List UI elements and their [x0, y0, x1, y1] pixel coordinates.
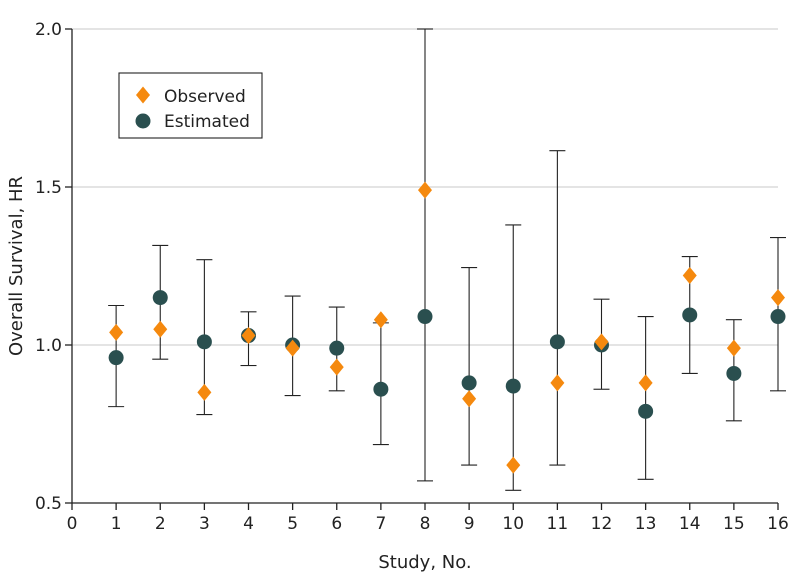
x-tick-label: 3 [199, 514, 210, 534]
observed-point [109, 323, 124, 341]
x-tick-label: 11 [547, 514, 569, 534]
x-tick-label: 8 [420, 514, 431, 534]
x-tick-label: 12 [591, 514, 613, 534]
observed-point [373, 311, 388, 329]
legend-estimated-label: Estimated [164, 112, 250, 132]
x-tick-label: 0 [67, 514, 78, 534]
marker-layer [108, 181, 786, 474]
x-tick-label: 9 [464, 514, 475, 534]
x-tick-label: 5 [287, 514, 298, 534]
estimated-point [682, 307, 698, 323]
y-tick-label: 2.0 [35, 20, 62, 40]
x-tick-label: 14 [679, 514, 701, 534]
estimated-point [152, 290, 168, 306]
estimated-point [417, 309, 433, 325]
observed-point [241, 327, 256, 345]
observed-point [638, 374, 653, 392]
observed-point [550, 374, 565, 392]
x-tick-label: 1 [111, 514, 122, 534]
observed-point [462, 390, 477, 408]
observed-point [726, 339, 741, 357]
y-tick-label: 1.5 [35, 178, 62, 198]
estimated-point [726, 365, 742, 381]
estimated-point [770, 309, 786, 325]
y-axis-title: Overall Survival, HR [6, 176, 27, 356]
observed-point [418, 181, 432, 199]
legend-observed-label: Observed [164, 87, 246, 107]
estimated-point [549, 334, 565, 350]
legend: Observed Estimated [118, 72, 263, 139]
observed-point [506, 456, 521, 474]
estimated-point [373, 381, 389, 397]
observed-point [771, 289, 785, 307]
y-tick-label: 1.0 [35, 336, 62, 356]
observed-point [594, 333, 609, 351]
x-tick-label: 16 [767, 514, 789, 534]
y-tick-label: 0.5 [35, 494, 62, 514]
x-tick-label: 7 [375, 514, 386, 534]
estimated-point [638, 403, 654, 419]
estimated-point [108, 350, 124, 366]
x-axis-title: Study, No. [378, 552, 471, 573]
observed-point [285, 339, 300, 357]
observed-point [197, 383, 212, 401]
estimated-point [461, 375, 477, 391]
x-tick-label: 2 [155, 514, 166, 534]
observed-point [682, 266, 697, 284]
x-tick-label: 6 [331, 514, 342, 534]
estimated-point [329, 340, 345, 356]
x-tick-label: 10 [502, 514, 524, 534]
estimated-point [505, 378, 521, 394]
observed-point [329, 358, 344, 376]
x-tick-label: 15 [723, 514, 745, 534]
axes-layer: 0.51.01.52.00 1 2 3 4 5 6 7 8 9 10 11 12 13 14 15 16 [35, 20, 789, 534]
x-tick-label: 13 [635, 514, 657, 534]
x-tick-label: 4 [243, 514, 254, 534]
legend-observed-marker [136, 86, 150, 104]
legend-estimated-marker [135, 113, 151, 129]
observed-point [153, 320, 168, 338]
estimated-point [196, 334, 212, 350]
